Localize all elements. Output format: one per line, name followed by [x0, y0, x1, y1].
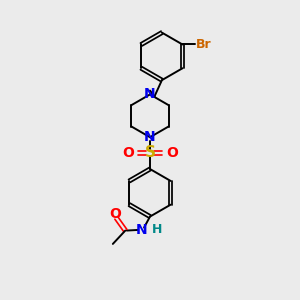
- Text: O: O: [109, 208, 121, 221]
- Text: N: N: [144, 130, 156, 144]
- Text: O: O: [166, 146, 178, 160]
- Text: N: N: [144, 87, 156, 101]
- Text: H: H: [152, 224, 162, 236]
- Text: Br: Br: [196, 38, 211, 51]
- Text: O: O: [122, 146, 134, 160]
- Text: N: N: [136, 223, 148, 237]
- Text: S: S: [145, 145, 155, 160]
